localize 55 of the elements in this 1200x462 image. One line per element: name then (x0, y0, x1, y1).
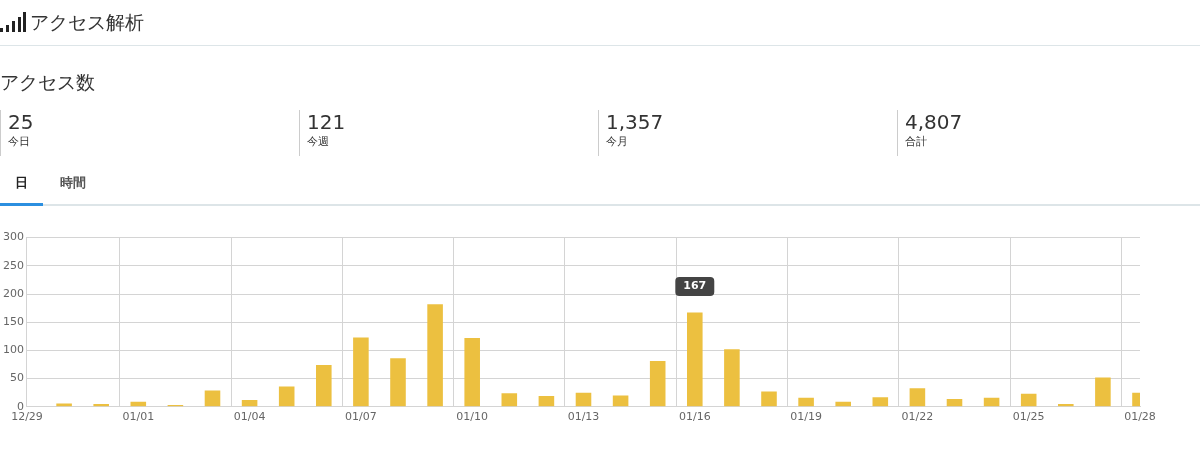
bar (835, 401, 851, 407)
y-tick-label: 0 (17, 399, 24, 413)
bar (724, 349, 740, 407)
bar (687, 312, 703, 407)
bar (278, 386, 295, 407)
x-tick-label: 01/16 (678, 410, 711, 424)
text: 今日 (8, 134, 31, 149)
bar (761, 391, 777, 407)
x-tick-label: 01/13 (567, 410, 600, 424)
x-tick-label: 01/19 (790, 410, 822, 424)
y-tick-label: 250 (3, 258, 24, 272)
text: 日 (0, 174, 43, 206)
x-tick-label: 01/10 (456, 410, 489, 424)
text: 今月 (606, 134, 629, 149)
bar (538, 396, 555, 407)
text: 今週 (307, 134, 330, 149)
y-tick-label: 300 (3, 230, 24, 244)
bar (1095, 377, 1111, 407)
bar (872, 397, 889, 407)
bar (798, 397, 814, 407)
bar (56, 403, 72, 407)
data-label: 167 (683, 279, 707, 293)
bar (427, 304, 443, 407)
bar (464, 337, 480, 407)
x-tick-label: 01/04 (233, 410, 266, 424)
text: 合計 (905, 134, 928, 149)
bar (946, 398, 963, 407)
bar (353, 337, 369, 407)
bar (241, 400, 258, 407)
text: 121 (307, 110, 347, 134)
x-tick-label: 01/28 (1124, 410, 1156, 424)
y-tick-label: 100 (3, 343, 24, 357)
x-tick-label: 01/01 (122, 410, 155, 424)
bar (983, 397, 1000, 407)
y-tick-label: 150 (3, 315, 24, 329)
bar (204, 390, 221, 407)
text: 4,807 (905, 110, 964, 134)
bar (390, 358, 406, 407)
y-tick-label: 50 (10, 371, 24, 385)
text: 1,357 (606, 110, 665, 134)
bar (649, 361, 666, 407)
text: アクセス解析 (30, 10, 144, 35)
text: 25 (8, 110, 35, 134)
x-tick-label: 01/25 (1012, 410, 1045, 424)
bar (909, 388, 926, 407)
bar (501, 393, 518, 407)
y-tick-label: 200 (3, 286, 24, 300)
x-tick-label: 01/07 (345, 410, 377, 424)
bar (575, 392, 592, 407)
bar (1020, 393, 1037, 407)
text: アクセス数 (0, 70, 96, 95)
x-tick-label: 12/29 (11, 410, 43, 424)
text: 時間 (59, 174, 87, 192)
x-tick-label: 01/22 (901, 410, 934, 424)
bar (316, 365, 332, 407)
